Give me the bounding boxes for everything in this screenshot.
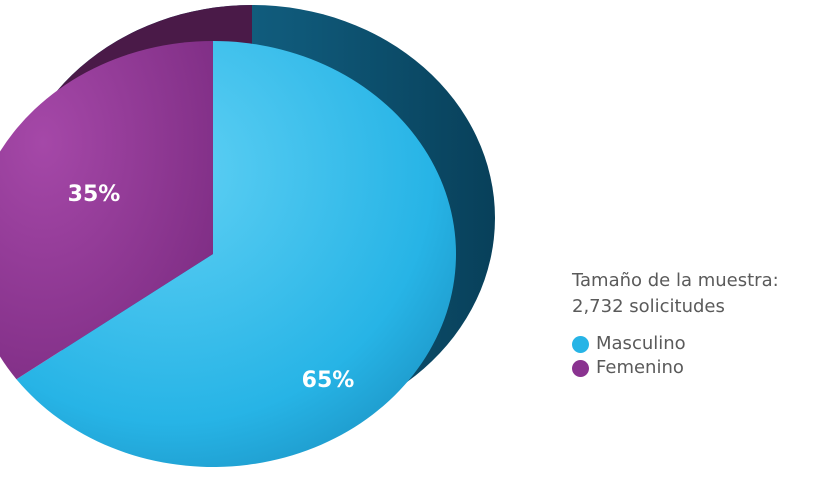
legend: Tamaño de la muestra: 2,732 solicitudes … [572,268,779,380]
pie-label-group: 65% 35% [68,182,355,393]
data-label-masculino: 65% [302,368,355,393]
pie-slice-masculino [16,41,457,468]
data-label-femenino: 35% [68,182,121,207]
legend-swatch-masculino [572,335,589,353]
legend-label-masculino: Masculino [596,333,686,354]
legend-list: Masculino Femenino [572,332,779,380]
sample-size-line1: Tamaño de la muestra: [572,270,779,291]
sample-size-line2: 2,732 solicitudes [572,296,725,317]
pie-top-group [0,41,457,468]
legend-label-femenino: Femenino [596,357,684,378]
pie-slice-femenino [0,41,213,380]
legend-item-masculino: Masculino [572,332,779,356]
legend-item-femenino: Femenino [572,356,779,380]
legend-swatch-femenino [572,359,589,377]
